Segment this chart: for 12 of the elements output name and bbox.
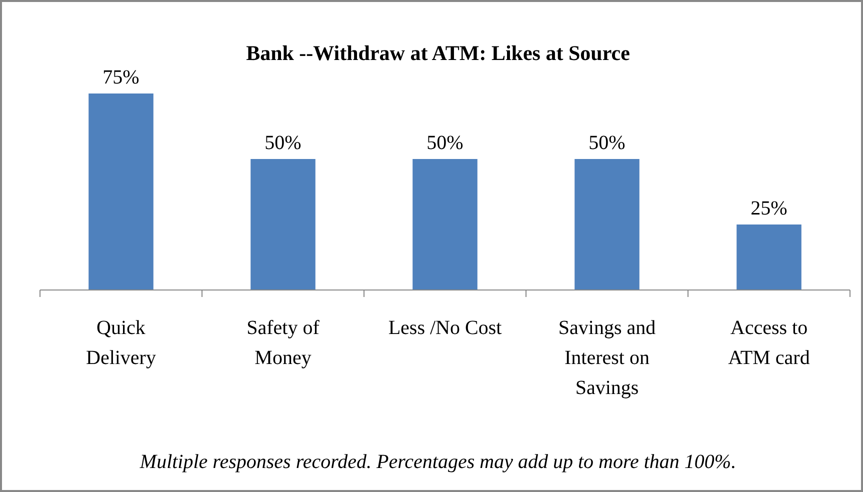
x-tick-label: Less /No Cost (388, 317, 502, 339)
x-tick-label: Safety of Money (246, 317, 320, 369)
data-label: 50% (426, 132, 464, 154)
x-tick-label: Access to ATM card (728, 317, 810, 369)
data-label: 50% (264, 132, 302, 154)
data-label: 75% (102, 66, 140, 88)
data-label: 25% (750, 198, 788, 220)
x-tick-label: Quick Delivery (86, 317, 156, 369)
text: Multiple responses recorded. Percentages may add up to more than 100%. (138, 451, 736, 473)
chart-title: Bank --Withdraw at ATM: Likes at Source (246, 41, 630, 65)
data-label: 50% (588, 132, 626, 154)
x-tick-label: Savings and Interest on Savings (558, 317, 656, 399)
